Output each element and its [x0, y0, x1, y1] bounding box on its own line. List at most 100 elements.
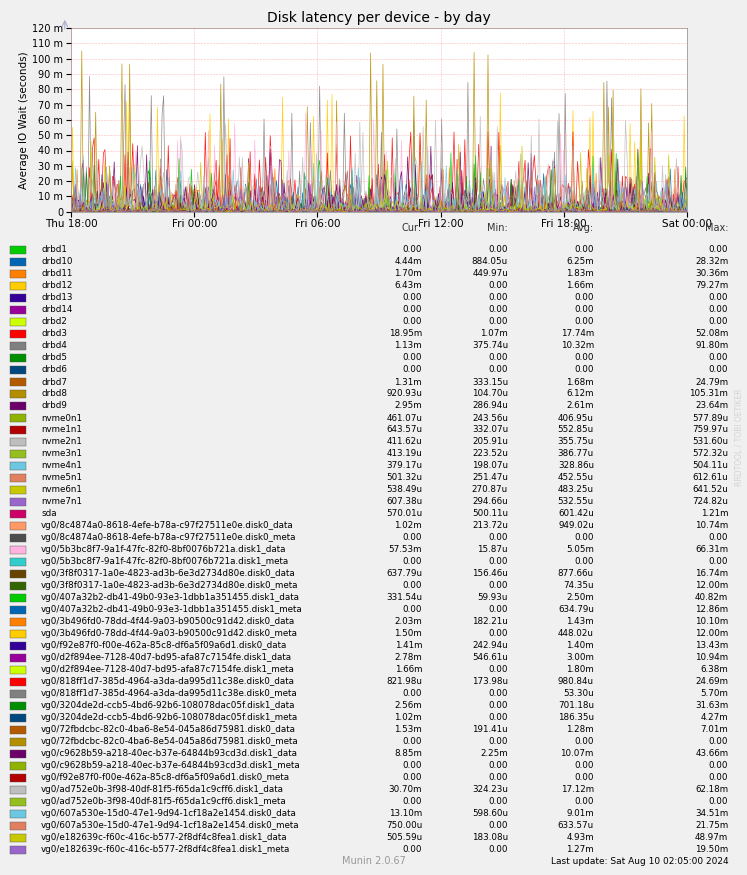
Text: 328.86u: 328.86u — [558, 461, 594, 471]
Text: 6.38m: 6.38m — [701, 666, 728, 675]
Text: 501.32u: 501.32u — [386, 473, 422, 482]
Text: 1.21m: 1.21m — [701, 509, 728, 519]
Text: 598.60u: 598.60u — [472, 809, 508, 818]
Text: 15.87u: 15.87u — [477, 545, 508, 555]
Text: 0.00: 0.00 — [403, 366, 422, 374]
Text: 413.19u: 413.19u — [386, 450, 422, 458]
Text: 411.62u: 411.62u — [386, 438, 422, 446]
Text: 52.08m: 52.08m — [695, 330, 728, 339]
Title: Disk latency per device - by day: Disk latency per device - by day — [267, 11, 491, 25]
Text: 0.00: 0.00 — [574, 318, 594, 326]
Text: 12.00m: 12.00m — [695, 582, 728, 591]
Text: vg0/8c4874a0-8618-4efe-b78a-c97f27511e0e.disk0_data: vg0/8c4874a0-8618-4efe-b78a-c97f27511e0e… — [41, 522, 294, 530]
Text: 538.49u: 538.49u — [386, 486, 422, 494]
Text: nvme2n1: nvme2n1 — [41, 438, 82, 446]
Text: 286.94u: 286.94u — [472, 402, 508, 410]
Text: 0.00: 0.00 — [489, 713, 508, 723]
Text: 0.00: 0.00 — [489, 797, 508, 807]
Text: 570.01u: 570.01u — [386, 509, 422, 519]
Text: 4.27m: 4.27m — [701, 713, 728, 723]
Text: vg0/3204de2d-ccb5-4bd6-92b6-108078dac05f.disk1_meta: vg0/3204de2d-ccb5-4bd6-92b6-108078dac05f… — [41, 713, 298, 723]
Text: 173.98u: 173.98u — [472, 677, 508, 687]
Text: 0.00: 0.00 — [489, 822, 508, 830]
Text: 0.00: 0.00 — [489, 305, 508, 314]
Text: 0.00: 0.00 — [489, 534, 508, 542]
Text: 641.52u: 641.52u — [692, 486, 728, 494]
Text: 546.61u: 546.61u — [472, 654, 508, 662]
Text: vg0/ad752e0b-3f98-40df-81f5-f65da1c9cff6.disk1_meta: vg0/ad752e0b-3f98-40df-81f5-f65da1c9cff6… — [41, 797, 287, 807]
Text: 449.97u: 449.97u — [472, 270, 508, 278]
Text: 0.00: 0.00 — [709, 293, 728, 303]
Text: vg0/818ff1d7-385d-4964-a3da-da995d11c38e.disk0_data: vg0/818ff1d7-385d-4964-a3da-da995d11c38e… — [41, 677, 295, 687]
Text: 17.12m: 17.12m — [561, 786, 594, 794]
Text: 355.75u: 355.75u — [557, 438, 594, 446]
Text: vg0/407a32b2-db41-49b0-93e3-1dbb1a351455.disk1_meta: vg0/407a32b2-db41-49b0-93e3-1dbb1a351455… — [41, 606, 303, 614]
Text: 17.74m: 17.74m — [560, 330, 594, 339]
Text: 0.00: 0.00 — [709, 738, 728, 746]
Text: 79.27m: 79.27m — [695, 282, 728, 290]
Text: 1.66m: 1.66m — [394, 666, 422, 675]
Text: 105.31m: 105.31m — [689, 389, 728, 398]
Text: 28.32m: 28.32m — [695, 257, 728, 267]
Text: 532.55u: 532.55u — [558, 498, 594, 507]
Text: 62.18m: 62.18m — [695, 786, 728, 794]
Text: 0.00: 0.00 — [709, 761, 728, 771]
Text: 333.15u: 333.15u — [472, 377, 508, 387]
Text: 0.00: 0.00 — [489, 666, 508, 675]
Text: 0.00: 0.00 — [489, 845, 508, 855]
Text: 0.00: 0.00 — [403, 582, 422, 591]
Text: 0.00: 0.00 — [709, 354, 728, 362]
Text: 7.01m: 7.01m — [701, 725, 728, 734]
Text: 0.00: 0.00 — [489, 354, 508, 362]
Text: 213.72u: 213.72u — [472, 522, 508, 530]
Text: drbd13: drbd13 — [41, 293, 72, 303]
Text: 30.70m: 30.70m — [388, 786, 422, 794]
Text: 74.35u: 74.35u — [563, 582, 594, 591]
Text: nvme6n1: nvme6n1 — [41, 486, 82, 494]
Text: 6.12m: 6.12m — [566, 389, 594, 398]
Text: vg0/407a32b2-db41-49b0-93e3-1dbb1a351455.disk1_data: vg0/407a32b2-db41-49b0-93e3-1dbb1a351455… — [41, 593, 300, 603]
Text: 243.56u: 243.56u — [472, 414, 508, 423]
Text: drbd6: drbd6 — [41, 366, 67, 374]
Text: vg0/818ff1d7-385d-4964-a3da-da995d11c38e.disk0_meta: vg0/818ff1d7-385d-4964-a3da-da995d11c38e… — [41, 690, 298, 698]
Text: vg0/f92e87f0-f00e-462a-85c8-df6a5f09a6d1.disk0_data: vg0/f92e87f0-f00e-462a-85c8-df6a5f09a6d1… — [41, 641, 288, 650]
Text: 59.93u: 59.93u — [477, 593, 508, 603]
Text: vg0/72fbdcbc-82c0-4ba6-8e54-045a86d75981.disk0_meta: vg0/72fbdcbc-82c0-4ba6-8e54-045a86d75981… — [41, 738, 299, 746]
Text: 0.00: 0.00 — [574, 774, 594, 782]
Text: 156.46u: 156.46u — [472, 570, 508, 578]
Text: 1.28m: 1.28m — [566, 725, 594, 734]
Text: 57.53m: 57.53m — [388, 545, 422, 555]
Text: 0.00: 0.00 — [489, 246, 508, 255]
Text: 0.00: 0.00 — [489, 629, 508, 639]
Text: 0.00: 0.00 — [709, 797, 728, 807]
Text: 104.70u: 104.70u — [472, 389, 508, 398]
Text: 483.25u: 483.25u — [558, 486, 594, 494]
Text: 0.00: 0.00 — [489, 582, 508, 591]
Text: Min:: Min: — [487, 223, 508, 233]
Text: 0.00: 0.00 — [574, 305, 594, 314]
Text: 379.17u: 379.17u — [386, 461, 422, 471]
Text: 5.05m: 5.05m — [566, 545, 594, 555]
Text: 198.07u: 198.07u — [472, 461, 508, 471]
Text: 0.00: 0.00 — [489, 606, 508, 614]
Text: 53.30u: 53.30u — [563, 690, 594, 698]
Text: 251.47u: 251.47u — [472, 473, 508, 482]
Text: 0.00: 0.00 — [403, 774, 422, 782]
Text: 0.00: 0.00 — [574, 354, 594, 362]
Text: vg0/3b496fd0-78dd-4f44-9a03-b90500c91d42.disk0_meta: vg0/3b496fd0-78dd-4f44-9a03-b90500c91d42… — [41, 629, 298, 639]
Text: drbd2: drbd2 — [41, 318, 67, 326]
Text: 1.13m: 1.13m — [394, 341, 422, 351]
Text: 0.00: 0.00 — [574, 557, 594, 566]
Text: 18.95m: 18.95m — [388, 330, 422, 339]
Text: 1.02m: 1.02m — [394, 713, 422, 723]
Text: 0.00: 0.00 — [489, 282, 508, 290]
Text: 504.11u: 504.11u — [692, 461, 728, 471]
Text: 1.66m: 1.66m — [566, 282, 594, 290]
Text: 1.07m: 1.07m — [480, 330, 508, 339]
Text: 2.56m: 2.56m — [394, 702, 422, 710]
Text: 24.79m: 24.79m — [695, 377, 728, 387]
Text: 0.00: 0.00 — [489, 738, 508, 746]
Text: 0.00: 0.00 — [489, 702, 508, 710]
Text: 0.00: 0.00 — [709, 318, 728, 326]
Text: vg0/607a530e-15d0-47e1-9d94-1cf18a2e1454.disk0_data: vg0/607a530e-15d0-47e1-9d94-1cf18a2e1454… — [41, 809, 297, 818]
